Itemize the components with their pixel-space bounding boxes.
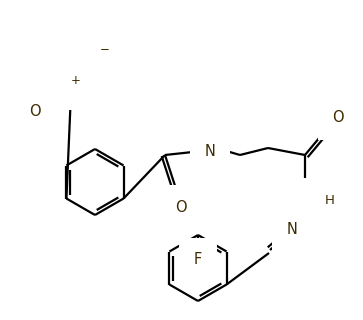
Text: O: O: [29, 103, 41, 118]
Text: N: N: [205, 143, 215, 158]
Text: N: N: [286, 222, 297, 237]
Text: +: +: [71, 75, 81, 87]
Text: N: N: [314, 193, 325, 207]
Text: N: N: [62, 81, 73, 95]
Text: F: F: [194, 252, 202, 268]
Text: O: O: [92, 50, 104, 65]
Text: O: O: [175, 199, 187, 214]
Text: H: H: [325, 194, 335, 206]
Text: O: O: [332, 110, 344, 125]
Text: −: −: [100, 44, 110, 57]
Text: H: H: [205, 132, 215, 145]
